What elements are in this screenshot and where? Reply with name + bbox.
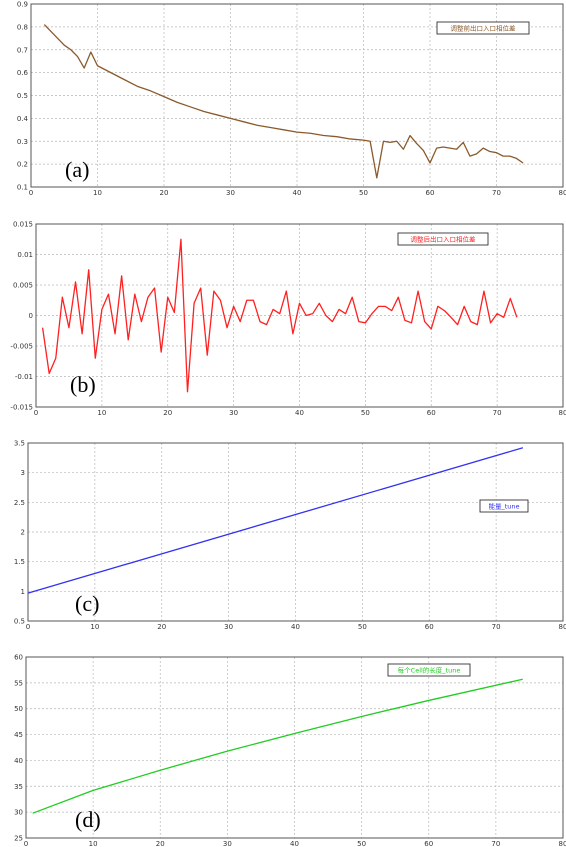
y-tick-label: 55	[14, 679, 23, 687]
y-tick-label: 0.7	[17, 46, 28, 54]
y-tick-label: -0.005	[10, 343, 33, 351]
y-tick-label: 60	[14, 654, 23, 662]
x-tick-label: 60	[425, 623, 434, 631]
x-tick-label: 0	[34, 409, 38, 417]
panel-3: 0 10 20 30 40 50 60 70 80 0.5 1 1.5 2 2.5 3 3.5 能量_tune (…	[14, 440, 566, 632]
x-tick-label: 70	[492, 189, 501, 197]
panel-label: (b)	[70, 372, 96, 397]
legend-box	[479, 499, 529, 513]
x-tick-label: 50	[357, 840, 366, 847]
series-line	[43, 24, 524, 179]
y-tick-label: 0.005	[13, 282, 33, 290]
x-tick-label: 80	[559, 409, 566, 417]
x-tick-label: 50	[359, 189, 368, 197]
x-tick-label: 50	[358, 623, 367, 631]
panel-label: (c)	[75, 591, 99, 616]
x-tick-label: 0	[29, 189, 33, 197]
panel-4: 0 10 20 30 40 50 60 70 80 25 30 35 40 45 50 55 60 每个Cell的…	[14, 654, 566, 847]
y-tick-label: 0.4	[17, 115, 29, 123]
legend: 调整前出口入口相位差	[436, 21, 530, 35]
x-tick-label: 10	[89, 840, 98, 847]
y-tick-label: 0.2	[17, 161, 28, 169]
x-tick-label: 40	[290, 840, 299, 847]
x-tick-label: 60	[426, 189, 435, 197]
y-tick-label: 0.015	[13, 221, 33, 229]
y-tick-label: 0.8	[17, 23, 28, 31]
x-tick-label: 30	[226, 189, 235, 197]
x-tick-label: 80	[559, 840, 566, 847]
panel-label: (a)	[65, 157, 89, 182]
plot-frame	[25, 656, 564, 839]
x-tick-label: 60	[427, 409, 436, 417]
series-line	[41, 238, 518, 393]
y-tick-label: 50	[14, 705, 23, 713]
x-tick-label: 20	[156, 840, 165, 847]
legend-entry: 调整前出口入口相位差	[451, 24, 517, 33]
y-tick-label: 1	[21, 588, 25, 596]
x-tick-label: 10	[93, 189, 102, 197]
plot-frame	[27, 442, 564, 622]
y-tick-label: 0.5	[14, 618, 25, 626]
x-tick-label: 50	[361, 409, 370, 417]
x-tick-label: 40	[291, 623, 300, 631]
x-tick-label: 60	[424, 840, 433, 847]
panel-2: 0 10 20 30 40 50 60 70 80 -0.015 -0.01 -0.005 0 0.005…	[10, 221, 566, 418]
y-tick-label: -0.01	[15, 373, 33, 381]
y-tick-label: 2.5	[14, 499, 25, 507]
x-tick-label: 20	[160, 189, 169, 197]
x-tick-label: 30	[224, 623, 233, 631]
x-tick-label: 70	[491, 840, 500, 847]
x-tick-label: 80	[559, 189, 566, 197]
x-tick-label: 10	[90, 623, 99, 631]
x-tick-label: 0	[26, 623, 30, 631]
plot-frame	[35, 223, 564, 408]
y-tick-label: 45	[14, 731, 23, 739]
legend-entry: 能量_tune	[488, 502, 519, 511]
series-line	[32, 678, 523, 814]
panel-label: (d)	[75, 807, 101, 832]
series-line	[27, 447, 524, 594]
y-tick-label: 2	[21, 529, 25, 537]
x-tick-label: 20	[157, 623, 166, 631]
y-tick-label: 0.1	[17, 184, 28, 192]
x-tick-label: 20	[163, 409, 172, 417]
x-tick-label: 80	[559, 623, 566, 631]
legend-box	[436, 21, 530, 35]
y-tick-label: 3.5	[14, 440, 25, 448]
legend: 能量_tune	[479, 499, 529, 513]
legend-box	[387, 663, 471, 677]
y-tick-label: 30	[14, 809, 23, 817]
y-tick-label: 25	[14, 835, 23, 843]
x-tick-label: 0	[24, 840, 28, 847]
y-tick-label: 35	[14, 783, 23, 791]
legend: 每个Cell的长度_tune	[387, 663, 471, 677]
x-tick-label: 30	[223, 840, 232, 847]
legend-entry: 每个Cell的长度_tune	[398, 666, 461, 675]
plot-frame	[30, 3, 564, 188]
x-tick-label: 30	[229, 409, 238, 417]
y-tick-label: 3	[21, 469, 25, 477]
y-tick-label: -0.015	[10, 404, 33, 412]
y-tick-label: 1.5	[14, 558, 25, 566]
x-tick-label: 70	[493, 409, 502, 417]
y-tick-label: 40	[14, 757, 23, 765]
legend-entry: 调整后出口入口相位差	[411, 235, 477, 244]
legend-box	[397, 232, 489, 246]
x-tick-label: 40	[295, 409, 304, 417]
y-tick-label: 0.5	[17, 92, 28, 100]
legend: 调整后出口入口相位差	[397, 232, 489, 246]
x-tick-label: 40	[293, 189, 302, 197]
y-tick-label: 0	[29, 312, 33, 320]
y-tick-label: 0.6	[17, 69, 29, 77]
panel-1: 0 10 20 30 40 50 60 70 80 0.1 0.2 0.3 0.4 0.5 0.6 0.7 0.…	[17, 1, 566, 198]
y-tick-label: 0.3	[17, 138, 28, 146]
x-tick-label: 10	[97, 409, 106, 417]
y-tick-label: 0.9	[17, 1, 28, 9]
y-tick-label: 0.01	[17, 251, 33, 259]
x-tick-label: 70	[492, 623, 501, 631]
